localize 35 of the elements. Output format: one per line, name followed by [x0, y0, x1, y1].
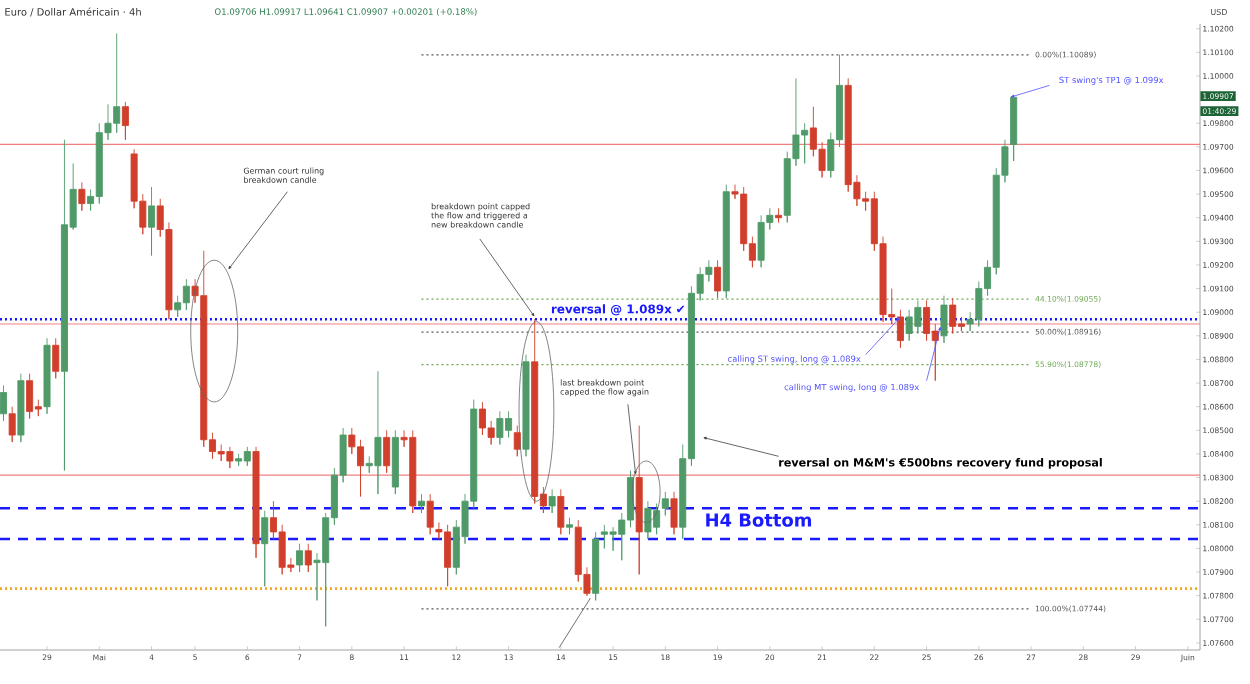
candlestick [261, 510, 269, 587]
candlestick [304, 543, 312, 573]
candlestick [592, 531, 600, 601]
candlestick [121, 101, 129, 141]
candlestick [243, 446, 251, 467]
candlestick [714, 259, 722, 299]
candlestick [0, 384, 7, 422]
candlestick [252, 446, 260, 559]
candlestick [26, 373, 34, 419]
candlestick [949, 297, 957, 334]
candlestick [235, 453, 243, 467]
candlestick [43, 337, 51, 415]
candlestick [78, 181, 86, 212]
candlestick [670, 491, 678, 535]
candlestick [661, 491, 669, 516]
candlestick [522, 354, 530, 457]
candlestick [775, 207, 783, 223]
candlestick [566, 517, 574, 535]
candlestick [52, 337, 60, 379]
candlestick [557, 488, 565, 535]
candlestick [417, 493, 425, 514]
candlestick [8, 406, 16, 443]
candlestick [722, 184, 730, 299]
annotation: H4 Bottom [706, 513, 812, 527]
candlestick [296, 543, 304, 573]
candlestick [17, 373, 25, 443]
candlestick [426, 493, 434, 535]
candlestick [383, 429, 391, 474]
candlestick [391, 429, 399, 495]
candlestick [182, 278, 190, 311]
candlestick [548, 488, 556, 514]
candlestick [374, 370, 382, 495]
candlestick [496, 410, 504, 445]
candlestick [644, 500, 652, 540]
candlestick [148, 186, 156, 256]
